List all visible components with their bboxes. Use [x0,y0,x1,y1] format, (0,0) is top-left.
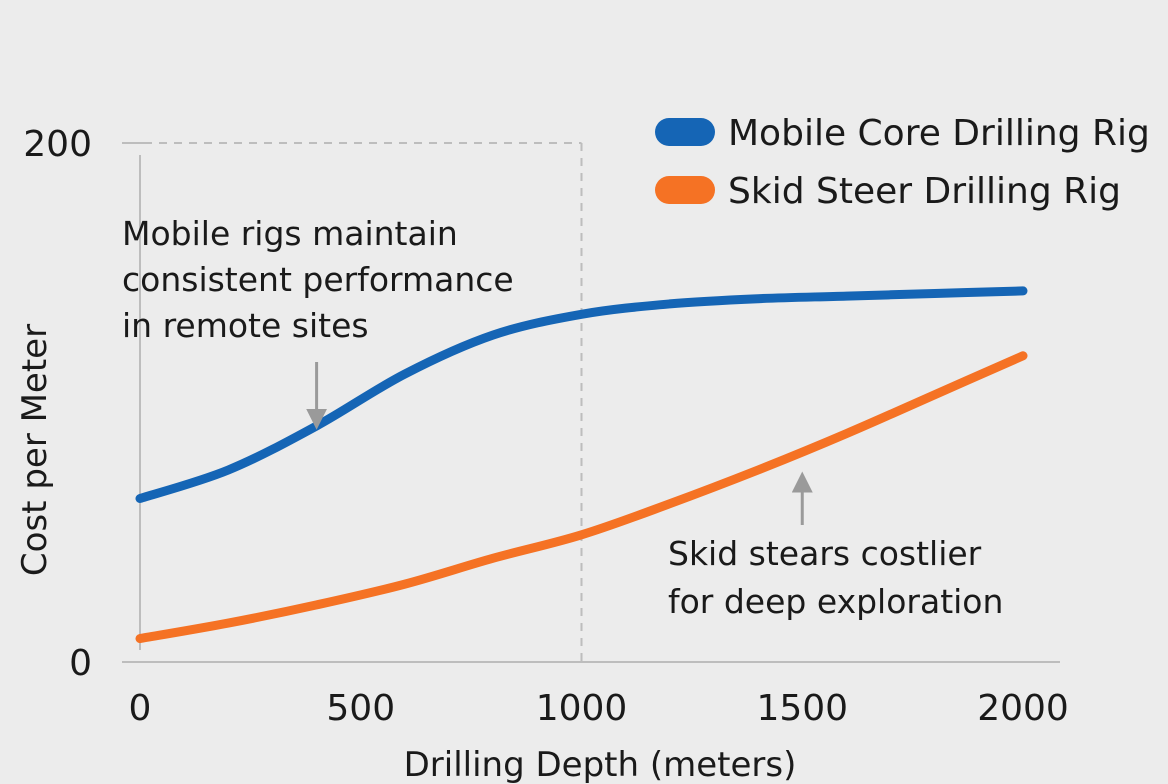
series-lines [135,286,1028,644]
x-tick-label: 1000 [536,688,628,729]
legend-swatch [655,118,715,146]
x-tick-label: 2000 [977,688,1069,729]
legend-label: Mobile Core Drilling Rig [728,113,1150,154]
y-tick-labels: 0 200 [23,124,92,684]
legend-swatch [655,176,715,204]
annotation-line: for deep exploration [668,582,1003,621]
reference-lines [144,142,583,662]
x-tick-label: 1500 [756,688,848,729]
axes [122,142,1060,663]
x-tick-label: 500 [326,688,395,729]
y-axis-title: Cost per Meter [15,324,55,576]
x-tick-label: 0 [129,688,152,729]
series-line-2 [135,351,1028,644]
annotations: Mobile rigs maintain consistent performan… [122,214,1003,621]
legend-item: Mobile Core Drilling Rig [655,113,1150,154]
x-axis-title: Drilling Depth (meters) [404,745,797,784]
legend-item: Skid Steer Drilling Rig [655,171,1121,212]
x-tick-labels: 0 500 1000 1500 2000 [129,688,1069,729]
annotation-mobile-rigs: Mobile rigs maintain consistent performan… [122,214,514,430]
series-line-1 [135,286,1028,503]
annotation-line: in remote sites [122,306,369,345]
annotation-line: Skid stears costlier [668,534,982,573]
annotation-line: Mobile rigs maintain [122,214,458,253]
y-tick-label: 0 [69,643,92,684]
legend: Mobile Core Drilling Rig Skid Steer Drill… [655,113,1150,212]
annotation-line: consistent performance [122,260,514,299]
annotation-skid-steers: Skid stears costlier for deep exploration [668,471,1003,621]
legend-label: Skid Steer Drilling Rig [728,171,1121,212]
y-tick-label: 200 [23,124,92,165]
